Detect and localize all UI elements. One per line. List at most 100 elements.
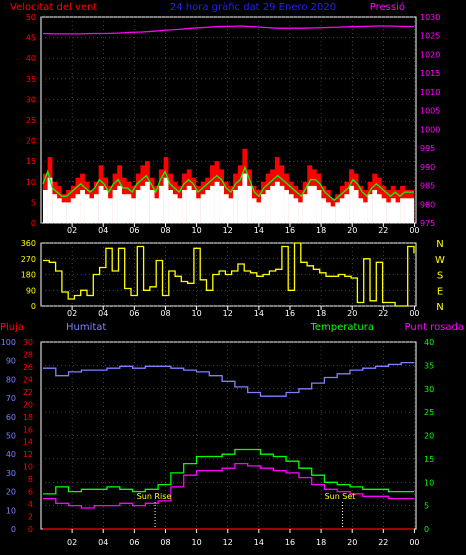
wind-tick-label: 30 (26, 95, 36, 104)
x-tick-label: 08 (160, 309, 170, 318)
humidity-tick-label: 90 (6, 357, 16, 366)
x-tick-label: 10 (192, 226, 202, 235)
wind-avg-bar (89, 198, 95, 223)
rain-tick-label: 22 (23, 388, 33, 397)
wind-avg-bar (121, 194, 127, 223)
x-tick-label: 12 (223, 226, 233, 235)
temperature-tick-label: 25 (424, 408, 434, 417)
x-tick-label: 10 (192, 309, 202, 318)
wind-avg-bar (330, 206, 336, 223)
wind-avg-bar (335, 202, 340, 223)
humidity-tick-label: 10 (6, 506, 16, 515)
wind-avg-bar (265, 190, 271, 223)
rain-tick-label: 10 (23, 463, 33, 472)
wind-avg-bar (182, 190, 187, 223)
x-tick-label: 02 (67, 309, 77, 318)
wind-avg-bar (363, 202, 368, 223)
wind-avg-bar (47, 177, 53, 223)
wind-avg-bar (66, 202, 71, 223)
wind-avg-bar (242, 173, 248, 223)
grid-layer (41, 16, 416, 530)
direction-tick-label: 270 (21, 255, 36, 264)
x-tick-label: 08 (160, 538, 170, 547)
wind-avg-bar (247, 185, 252, 223)
tick-layer: 0202020404040606060808081010101212121414… (1, 13, 445, 547)
wind-avg-bar (367, 194, 373, 223)
x-tick-label: 08 (160, 226, 170, 235)
wind-avg-bar (284, 190, 289, 223)
pressure-tick-label: 1015 (420, 69, 440, 78)
wind-avg-bar (256, 202, 262, 223)
x-tick-label: 16 (285, 226, 295, 235)
wind-avg-bar (131, 198, 136, 223)
wind-avg-bar (94, 194, 99, 223)
wind-tick-label: 5 (31, 198, 36, 207)
rain-tick-label: 26 (23, 363, 33, 372)
x-tick-label: 14 (254, 309, 264, 318)
pressure-tick-label: 1025 (420, 32, 440, 41)
wind-avg-bar (223, 194, 229, 223)
wind-avg-bar (177, 198, 183, 223)
rain-tick-label: 18 (23, 413, 33, 422)
wind-avg-bar (107, 198, 113, 223)
pressure-label: Pressió (370, 1, 405, 13)
compass-label: N (436, 239, 443, 250)
temperature-tick-label: 0 (424, 525, 429, 534)
pressure-tick-label: 995 (420, 144, 435, 153)
pressure-line (42, 25, 415, 35)
x-tick-label: 20 (347, 538, 357, 547)
rain-tick-label: 6 (28, 488, 33, 497)
x-tick-label: 02 (67, 226, 77, 235)
x-tick-label: 18 (316, 538, 326, 547)
wind-avg-bar (117, 185, 122, 223)
wind-average-line (42, 165, 414, 202)
wind-avg-bar (191, 190, 197, 223)
wind-avg-bar (339, 198, 345, 223)
x-tick-label: 02 (67, 538, 77, 547)
wind-avg-bar (376, 194, 382, 223)
sunrise-label: Sun Rise (137, 492, 172, 501)
wind-avg-bar (400, 198, 405, 223)
wind-avg-bar (298, 202, 303, 223)
wind-avg-bar (233, 190, 238, 223)
wind-avg-bar (228, 198, 234, 223)
wind-avg-bar (358, 198, 364, 223)
rain-label: Pluja (0, 322, 24, 333)
wind-avg-bar (56, 198, 62, 223)
wind-speed-label: Velocitat del vent (10, 2, 97, 13)
x-tick-label: 00 (409, 226, 419, 235)
wind-avg-bar (288, 194, 294, 223)
rain-tick-label: 28 (23, 350, 33, 359)
x-tick-label: 18 (316, 226, 326, 235)
wind-avg-bar (409, 198, 415, 223)
rain-tick-label: 16 (23, 425, 33, 434)
wind-avg-bar (316, 190, 322, 223)
temperature-tick-label: 10 (424, 478, 434, 487)
wind-avg-bar (61, 202, 67, 223)
pressure-tick-label: 1030 (420, 13, 440, 22)
x-tick-label: 06 (129, 226, 139, 235)
wind-avg-bar (112, 190, 118, 223)
wind-avg-bar (163, 177, 169, 223)
compass-label: W (435, 255, 445, 266)
marks-layer (42, 25, 415, 530)
temperature-tick-label: 5 (424, 502, 429, 511)
wind-avg-bar (214, 181, 220, 223)
wind-avg-bar (312, 185, 317, 223)
wind-avg-bar (372, 190, 378, 223)
wind-avg-bar (43, 190, 48, 223)
wind-avg-bar (302, 194, 308, 223)
compass-label: E (437, 286, 443, 297)
x-tick-label: 16 (285, 538, 295, 547)
wind-avg-bar (395, 202, 401, 223)
rain-tick-label: 4 (28, 500, 33, 509)
x-tick-label: 14 (254, 226, 264, 235)
wind-avg-bar (172, 194, 178, 223)
wind-avg-bar (140, 185, 146, 223)
wind-avg-bar (158, 185, 164, 223)
humidity-tick-label: 20 (6, 488, 16, 497)
x-tick-label: 06 (129, 538, 139, 547)
x-tick-label: 04 (98, 226, 108, 235)
rain-tick-label: 24 (23, 375, 33, 384)
x-tick-label: 06 (129, 309, 139, 318)
